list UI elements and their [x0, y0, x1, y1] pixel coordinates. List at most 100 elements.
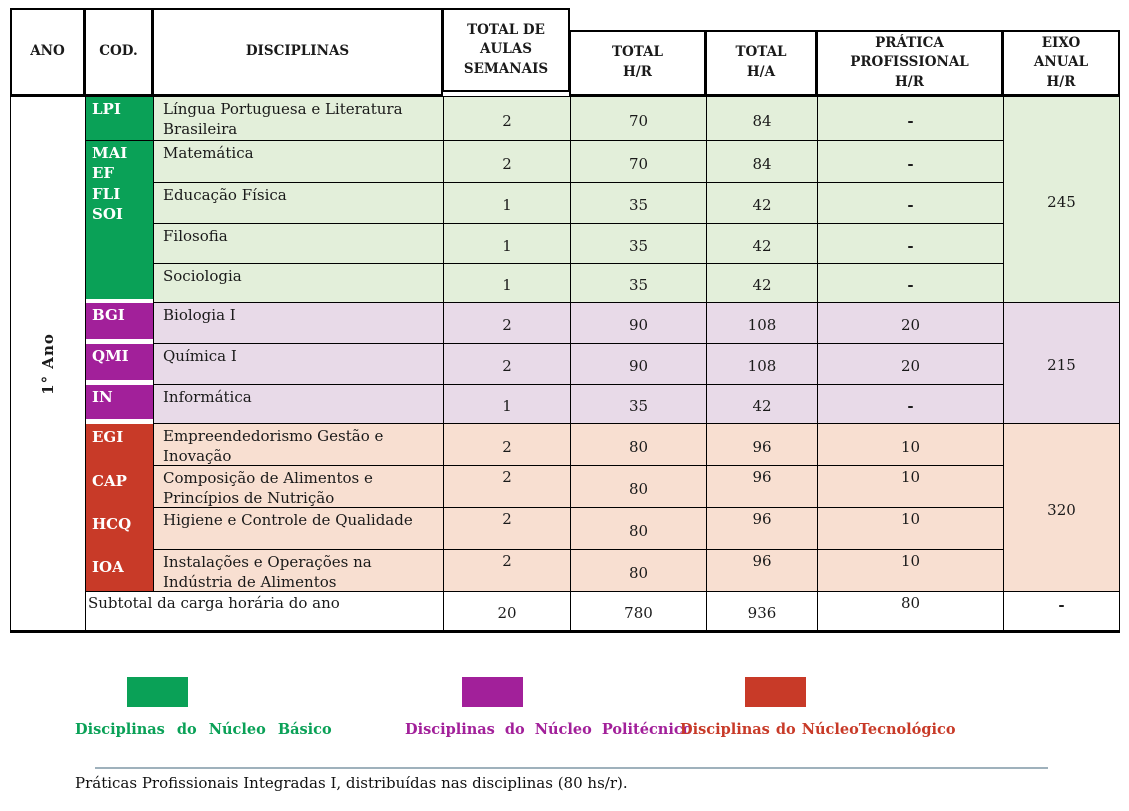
disciplina-cell: Sociologia	[154, 264, 444, 303]
footnote-divider	[95, 767, 1048, 769]
subtotal-aulas: 20	[444, 592, 571, 630]
ha-cell: 96	[707, 550, 818, 592]
footnote-text: Práticas Profissionais Integradas I, dis…	[75, 774, 628, 792]
pp-cell: 10	[818, 550, 1004, 592]
ha-cell: 84	[707, 97, 818, 141]
code-cell: LPI	[86, 97, 154, 141]
aulas-cell: 2	[444, 508, 571, 550]
hr-cell: 80	[571, 508, 707, 550]
header-cod: COD.	[84, 8, 153, 96]
hr-cell: 90	[571, 344, 707, 385]
year-cell: 1° Ano	[11, 97, 86, 630]
legend-label-nucleo-politecnico: Disciplinas do Núcleo Politécnico	[405, 721, 693, 738]
header-aulas-semanais: TOTAL DE AULAS SEMANAIS	[442, 8, 570, 92]
hr-cell: 35	[571, 224, 707, 264]
aulas-cell: 2	[444, 303, 571, 344]
header-ano: ANO	[10, 8, 85, 96]
pp-cell: 10	[818, 424, 1004, 466]
aulas-cell: 1	[444, 264, 571, 303]
eixo-cell-tecnologico: 320	[1004, 424, 1119, 592]
hr-cell: 70	[571, 141, 707, 183]
disciplina-cell: Filosofia	[154, 224, 444, 264]
header-disciplinas: DISCIPLINAS	[152, 8, 443, 96]
aulas-cell: 1	[444, 183, 571, 224]
code-label: IN	[92, 388, 113, 406]
subtotal-eixo: -	[1004, 592, 1119, 630]
disciplina-cell: Matemática	[154, 141, 444, 183]
disciplina-cell: Composição de Alimentos e Princípios de …	[154, 466, 444, 508]
hr-cell: 80	[571, 550, 707, 592]
curriculum-table: ANO COD. DISCIPLINAS TOTAL DE AULAS SEMA…	[10, 8, 1120, 633]
pp-cell: -	[818, 385, 1004, 424]
code-label: SOI	[92, 204, 123, 223]
code-label: LPI	[92, 100, 121, 118]
ha-cell: 42	[707, 385, 818, 424]
code-label: EF	[92, 164, 115, 183]
code-cell-merged: EGI CAP HCQ IOA	[86, 424, 154, 592]
ha-cell: 96	[707, 508, 818, 550]
header-pratica-profissional: PRÁTICA PROFISSIONAL H/R	[816, 30, 1003, 96]
code-label: QMI	[92, 347, 129, 365]
hr-cell: 90	[571, 303, 707, 344]
subtotal-pp: 80	[818, 592, 1004, 630]
code-cell-merged: MAI EF FLI SOI	[86, 141, 154, 303]
ha-cell: 96	[707, 466, 818, 508]
ha-cell: 42	[707, 264, 818, 303]
aulas-cell: 2	[444, 344, 571, 385]
code-cell: QMI	[86, 344, 154, 385]
ha-cell: 42	[707, 224, 818, 264]
pp-cell: 20	[818, 303, 1004, 344]
disciplina-cell: Biologia I	[154, 303, 444, 344]
pp-cell: -	[818, 224, 1004, 264]
legend-label-nucleo-basico: Disciplinas do Núcleo Básico	[75, 721, 332, 738]
code-label: HCQ	[92, 515, 132, 533]
code-label: BGI	[92, 306, 125, 324]
hr-cell: 35	[571, 183, 707, 224]
code-label: EGI	[92, 428, 124, 446]
subtotal-label: Subtotal da carga horária do ano	[86, 592, 444, 630]
code-label: IOA	[92, 558, 124, 576]
year-label: 1° Ano	[39, 332, 57, 395]
code-label: CAP	[92, 472, 127, 490]
ha-cell: 96	[707, 424, 818, 466]
hr-cell: 35	[571, 385, 707, 424]
disciplina-cell: Informática	[154, 385, 444, 424]
aulas-cell: 2	[444, 466, 571, 508]
legend-swatch-nucleo-tecnologico	[745, 677, 806, 707]
aulas-cell: 1	[444, 385, 571, 424]
disciplina-cell: Higiene e Controle de Qualidade	[154, 508, 444, 550]
aulas-cell: 1	[444, 224, 571, 264]
eixo-cell-politecnico: 215	[1004, 303, 1119, 424]
pp-cell: -	[818, 141, 1004, 183]
header-eixo-anual: EIXO ANUAL H/R	[1002, 30, 1120, 96]
pp-cell: 20	[818, 344, 1004, 385]
hr-cell: 80	[571, 424, 707, 466]
ha-cell: 84	[707, 141, 818, 183]
ha-cell: 108	[707, 303, 818, 344]
code-label: FLI	[92, 184, 121, 203]
disciplina-cell: Empreendedorismo Gestão e Inovação	[154, 424, 444, 466]
hr-cell: 70	[571, 97, 707, 141]
aulas-cell: 2	[444, 550, 571, 592]
eixo-cell-basico: 245	[1004, 97, 1119, 303]
hr-cell: 35	[571, 264, 707, 303]
disciplina-cell: Instalações e Operações na Indústria de …	[154, 550, 444, 592]
legend-label-nucleo-tecnologico: Disciplinas do NúcleoTecnológico	[680, 721, 956, 738]
aulas-cell: 2	[444, 424, 571, 466]
legend-swatch-nucleo-basico	[127, 677, 188, 707]
ha-cell: 42	[707, 183, 818, 224]
disciplina-cell: Química I	[154, 344, 444, 385]
pp-cell: 10	[818, 466, 1004, 508]
pp-cell: -	[818, 183, 1004, 224]
code-cell: IN	[86, 385, 154, 424]
table-body: 1° Ano LPI Língua Portuguesa e Literatur…	[10, 96, 1120, 633]
pp-cell: 10	[818, 508, 1004, 550]
code-cell: BGI	[86, 303, 154, 344]
legend-swatch-nucleo-politecnico	[462, 677, 523, 707]
disciplina-cell: Língua Portuguesa e Literatura Brasileir…	[154, 97, 444, 141]
header-total-ha: TOTAL H/A	[705, 30, 817, 96]
pp-cell: -	[818, 264, 1004, 303]
aulas-cell: 2	[444, 97, 571, 141]
ha-cell: 108	[707, 344, 818, 385]
